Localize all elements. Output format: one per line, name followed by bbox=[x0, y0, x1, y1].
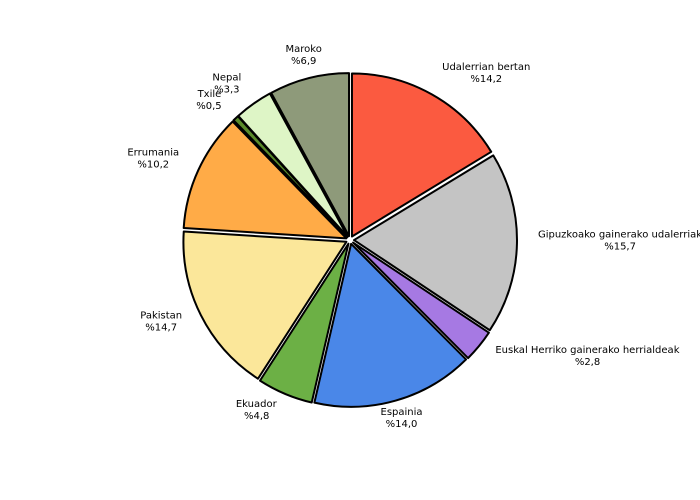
pie-slice bbox=[182, 120, 348, 240]
slice-label: Nepal bbox=[212, 73, 241, 84]
slice-value-label: %14,7 bbox=[145, 323, 177, 334]
slice-value-label: %6,9 bbox=[291, 56, 316, 67]
slice-value-label: %15,7 bbox=[604, 242, 636, 253]
slice-value-label: %14,2 bbox=[470, 74, 502, 85]
pie-slice bbox=[182, 230, 348, 380]
slice-value-label: %3,3 bbox=[214, 85, 239, 96]
slice-label: Txile bbox=[197, 89, 222, 100]
pie-slice bbox=[350, 72, 493, 238]
pie-slice bbox=[313, 242, 468, 408]
slice-value-label: %4,8 bbox=[244, 411, 269, 422]
slice-value-label: %10,2 bbox=[137, 159, 169, 170]
pie-slice bbox=[352, 241, 490, 360]
pie-slice bbox=[259, 242, 350, 404]
slice-label: Gipuzkoako gainerako udalerriak bbox=[538, 230, 700, 241]
slice-label: Maroko bbox=[286, 44, 322, 55]
pie-slice bbox=[270, 72, 351, 238]
pie-slice bbox=[237, 92, 349, 238]
pie-slice bbox=[352, 154, 518, 332]
slice-label: Pakistan bbox=[140, 311, 182, 322]
slice-value-label: %2,8 bbox=[575, 357, 600, 368]
slice-value-label: %14,0 bbox=[386, 419, 418, 430]
slice-label: Udalerrian bertan bbox=[442, 62, 530, 73]
slice-label: Euskal Herriko gainerako herrialdeak bbox=[495, 345, 679, 356]
slice-label: Errumania bbox=[127, 147, 179, 158]
slice-value-label: %0,5 bbox=[196, 101, 221, 112]
slice-label: Ekuador bbox=[236, 399, 278, 410]
slice-label: Espainia bbox=[381, 407, 423, 418]
